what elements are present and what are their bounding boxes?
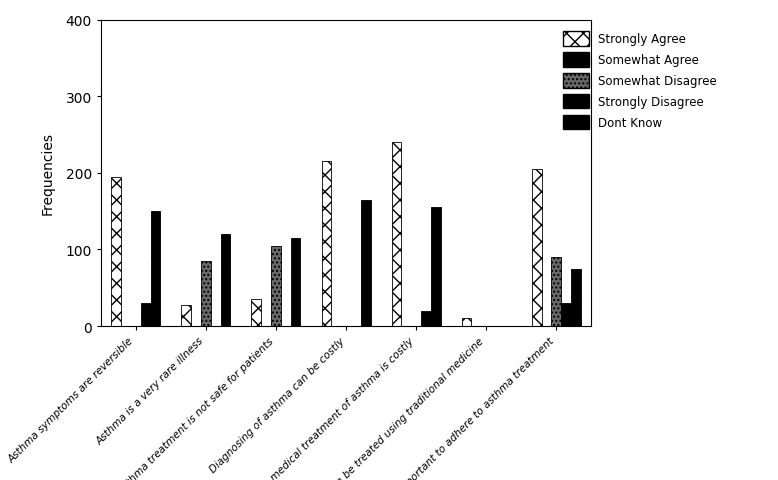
Y-axis label: Frequencies: Frequencies [40, 132, 54, 215]
Bar [461, 319, 471, 326]
Legend: Strongly Agree, Somewhat Agree, Somewhat Disagree, Strongly Disagree, Dont Know: Strongly Agree, Somewhat Agree, Somewhat… [557, 26, 723, 136]
Bar [271, 246, 281, 326]
Bar [201, 262, 211, 326]
Bar [431, 208, 440, 326]
Bar [391, 143, 401, 326]
Bar [251, 300, 261, 326]
Bar [291, 239, 300, 326]
Bar [151, 212, 160, 326]
Bar [181, 305, 191, 326]
Bar [531, 169, 541, 326]
Bar [561, 303, 571, 326]
Bar [321, 162, 331, 326]
Bar [141, 303, 151, 326]
Bar [111, 177, 121, 326]
Bar [221, 235, 230, 326]
Bar [571, 269, 580, 326]
Bar [552, 258, 561, 326]
Bar [361, 200, 370, 326]
Bar [421, 311, 431, 326]
